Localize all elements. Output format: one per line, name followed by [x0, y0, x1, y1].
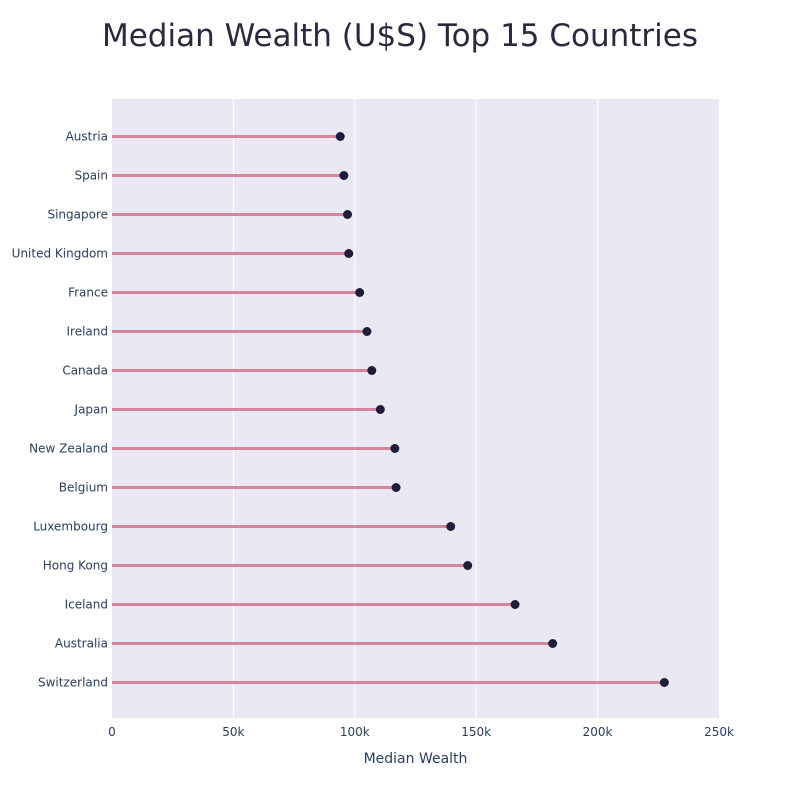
y-axis-ticks: Austria Spain Singapore United Kingdom Franc… — [12, 130, 108, 690]
x-tick-label: 0 — [108, 725, 116, 739]
x-axis-title: Median Wealth — [364, 751, 468, 767]
y-tick-label: Luxembourg — [33, 520, 108, 534]
marker-spain[interactable] — [339, 171, 349, 180]
marker-ireland[interactable] — [362, 327, 372, 336]
marker-japan[interactable] — [375, 405, 385, 414]
y-tick-label: Austria — [66, 130, 108, 144]
marker-australia[interactable] — [548, 639, 558, 648]
x-tick-label: 100k — [340, 725, 370, 739]
x-tick-label: 250k — [704, 725, 734, 739]
marker-iceland[interactable] — [510, 600, 520, 609]
y-tick-label: Spain — [74, 169, 108, 183]
x-tick-label: 200k — [583, 725, 613, 739]
y-tick-label: United Kingdom — [12, 247, 108, 261]
x-tick-label: 50k — [222, 725, 244, 739]
y-tick-label: New Zealand — [29, 442, 108, 456]
y-tick-label: Iceland — [65, 598, 108, 612]
stems — [112, 135, 665, 684]
marker-singapore[interactable] — [343, 210, 353, 219]
x-tick-label: 150k — [461, 725, 491, 739]
y-tick-label: France — [68, 286, 108, 300]
marker-united-kingdom[interactable] — [344, 249, 354, 258]
y-tick-label: Switzerland — [38, 676, 108, 690]
marker-belgium[interactable] — [391, 483, 401, 492]
y-tick-label: Canada — [62, 364, 108, 378]
chart-title: Median Wealth (U$S) Top 15 Countries — [101, 18, 699, 54]
marker-canada[interactable] — [367, 366, 377, 375]
x-axis-ticks: 0 50k 100k 150k 200k 250k — [108, 725, 734, 739]
marker-france[interactable] — [355, 288, 365, 297]
y-tick-label: Ireland — [66, 325, 108, 339]
marker-hong-kong[interactable] — [463, 561, 473, 570]
y-tick-label: Belgium — [59, 481, 108, 495]
marker-switzerland[interactable] — [659, 678, 669, 687]
y-tick-label: Hong Kong — [43, 559, 108, 573]
marker-new-zealand[interactable] — [390, 444, 400, 453]
y-tick-label: Singapore — [47, 208, 108, 222]
y-tick-label: Japan — [74, 403, 108, 417]
y-tick-label: Australia — [55, 637, 108, 651]
marker-austria[interactable] — [335, 132, 345, 141]
marker-luxembourg[interactable] — [446, 522, 456, 531]
markers — [335, 132, 669, 687]
